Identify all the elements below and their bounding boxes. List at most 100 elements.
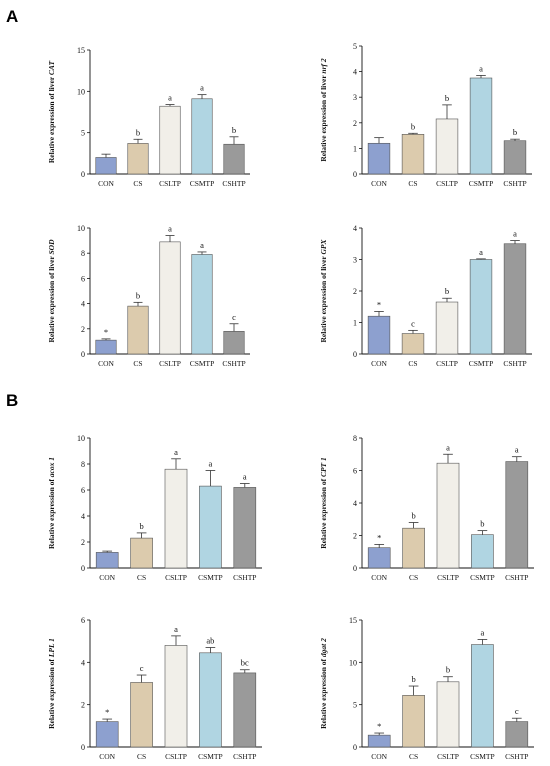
x-tick-label: CON [99, 573, 115, 582]
significance-label: * [104, 327, 108, 337]
x-tick-label: CSLTP [159, 359, 181, 368]
y-axis-label: Relative expression of liver GPX [319, 238, 328, 342]
bar-cs [127, 143, 149, 175]
x-tick-label: CS [137, 752, 146, 761]
significance-label: ab [206, 636, 214, 646]
chart-2: 0 1 2 3 4 5 Relative expression of liver nrf 2… [319, 42, 532, 188]
x-tick-label: CSHTP [503, 179, 526, 188]
x-tick-label: CSMTP [469, 359, 494, 368]
significance-label: b [446, 665, 450, 675]
panel-label-a: A [6, 7, 18, 26]
bar-cshtp [223, 143, 245, 175]
bar-csltp [159, 105, 181, 175]
bar-cs [130, 537, 153, 569]
x-tick-label: CSMTP [198, 573, 223, 582]
significance-label: a [479, 63, 483, 73]
bar-cs [401, 333, 425, 355]
bar-con [367, 734, 391, 748]
significance-label: bc [241, 658, 249, 668]
y-tick-label: 8 [353, 434, 357, 443]
y-tick-label: 8 [81, 460, 85, 469]
bar-csmtp [199, 485, 222, 569]
y-axis-label: Relative expression of liver nrf 2 [319, 58, 328, 162]
y-axis-label-text: Relative expression of liver [319, 74, 328, 162]
y-tick-label: 6 [81, 486, 85, 495]
x-tick-label: CS [409, 752, 418, 761]
significance-label: c [232, 312, 236, 322]
y-tick-label: 0 [353, 350, 357, 359]
x-tick-label: CSLTP [165, 573, 187, 582]
bar-con [95, 721, 119, 748]
y-tick-label: 10 [77, 224, 85, 233]
y-axis-label: Relative expression of LPL 1 [47, 638, 56, 729]
bar-csmtp [469, 77, 493, 175]
bar-cshtp [505, 461, 529, 569]
significance-label: c [411, 318, 415, 328]
x-tick-label: CS [133, 179, 142, 188]
y-tick-label: 4 [81, 512, 85, 521]
x-tick-label: CS [133, 359, 142, 368]
x-tick-label: CSHTP [233, 573, 256, 582]
x-tick-label: CON [99, 752, 115, 761]
x-tick-label: CSLTP [437, 752, 459, 761]
y-tick-label: 2 [81, 325, 85, 334]
chart-5: 0 2 4 6 8 10 Relative expression of acox 1 CON b… [47, 434, 262, 582]
significance-label: * [377, 299, 381, 309]
significance-label: a [479, 247, 483, 257]
y-tick-label: 0 [81, 743, 85, 752]
bar-cs [402, 695, 425, 748]
y-tick-label: 0 [353, 170, 357, 179]
y-axis-label-text: Relative expression of [47, 477, 56, 549]
significance-label: b [445, 93, 449, 103]
significance-label: a [174, 447, 178, 457]
bar-cshtp [223, 331, 245, 355]
y-axis-label-gene: dgat 2 [319, 638, 328, 657]
y-tick-label: 10 [349, 658, 357, 667]
bar-csltp [435, 301, 459, 355]
x-tick-label: CSLTP [165, 752, 187, 761]
y-tick-label: 0 [81, 350, 85, 359]
y-axis-label-gene: GPX [319, 238, 328, 254]
chart-4: 0 1 2 3 4 Relative expression of liver GPX * CO… [319, 224, 532, 368]
y-tick-label: 1 [353, 319, 357, 328]
significance-label: * [105, 707, 109, 717]
bar-csltp [436, 681, 460, 748]
y-tick-label: 6 [81, 616, 85, 625]
y-tick-label: 2 [353, 532, 357, 541]
significance-label: * [377, 721, 381, 731]
y-tick-label: 2 [81, 701, 85, 710]
significance-label: a [513, 229, 517, 239]
y-tick-label: 15 [349, 616, 357, 625]
significance-label: b [480, 519, 484, 529]
y-axis-label: Relative expression of dgat 2 [319, 638, 328, 729]
y-tick-label: 0 [353, 564, 357, 573]
x-tick-label: CS [409, 573, 418, 582]
y-tick-label: 4 [81, 300, 85, 309]
y-tick-label: 5 [81, 129, 85, 138]
y-axis-label-gene: SOD [47, 239, 56, 255]
x-tick-label: CS [137, 573, 146, 582]
bar-cs [401, 134, 425, 175]
significance-label: b [411, 674, 415, 684]
bar-cshtp [503, 243, 527, 355]
significance-label: c [515, 706, 519, 716]
x-tick-label: CSLTP [159, 179, 181, 188]
x-tick-label: CSHTP [505, 752, 528, 761]
significance-label: a [209, 459, 213, 469]
significance-label: a [243, 472, 247, 482]
bar-cs [127, 305, 149, 355]
bar-con [95, 157, 117, 175]
y-axis-label-gene: nrf 2 [319, 58, 328, 73]
y-tick-label: 5 [353, 42, 357, 51]
y-axis-label: Relative expression of liver SOD [47, 239, 56, 343]
x-tick-label: CSLTP [437, 573, 459, 582]
bar-csmtp [191, 98, 213, 175]
significance-label: * [377, 532, 381, 542]
x-tick-label: CON [371, 573, 387, 582]
bar-csmtp [471, 644, 494, 748]
y-tick-label: 6 [353, 467, 357, 476]
bar-cs [130, 682, 153, 748]
y-tick-label: 3 [353, 93, 357, 102]
